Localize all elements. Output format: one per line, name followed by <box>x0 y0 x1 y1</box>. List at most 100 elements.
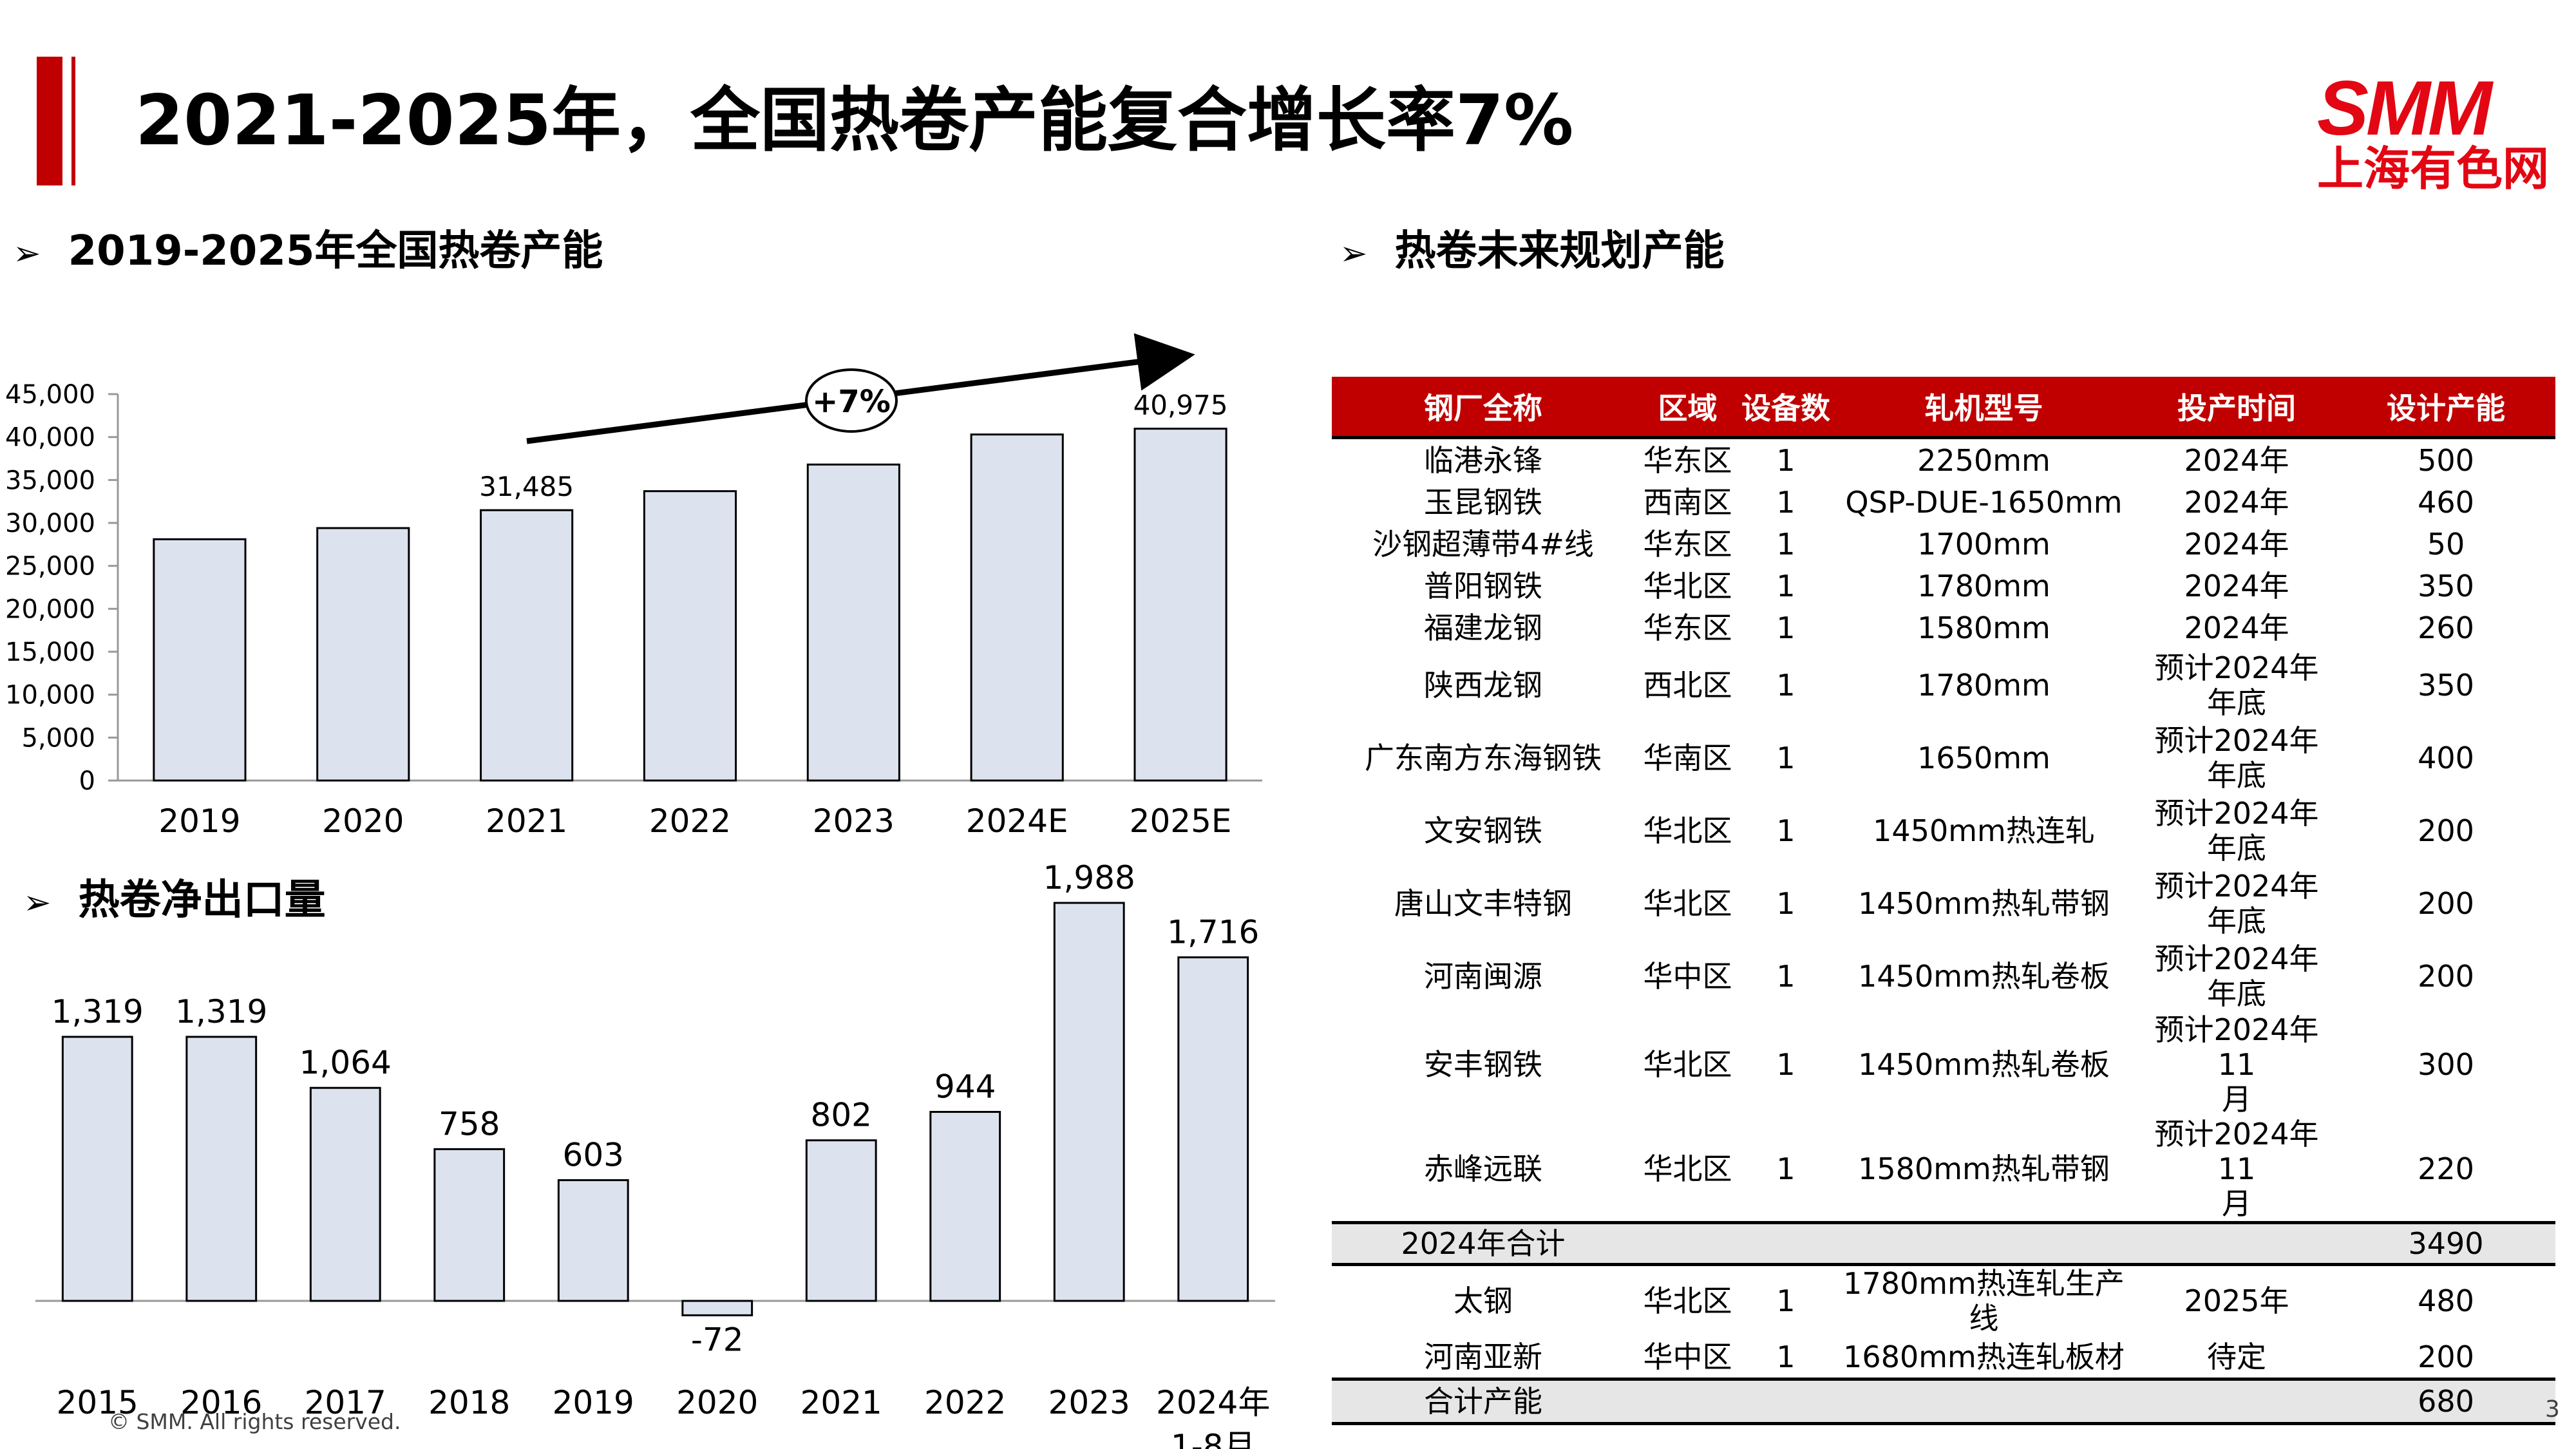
plant-name-cell: 沙钢超薄带4#线 <box>1372 526 1594 562</box>
page-number: 3 <box>2545 1396 2560 1423</box>
smm-logo-subtext: 上海有色网 <box>2317 142 2550 196</box>
total-row-spacer <box>1634 1378 2336 1425</box>
design-capacity-cell: 500 <box>2418 442 2474 478</box>
export-bar <box>1053 902 1125 1302</box>
start-time-cell: 2024年 <box>2184 568 2289 603</box>
equipment-count-cell: 1 <box>1776 667 1795 703</box>
header-plant-name: 钢厂全称 <box>1332 377 1634 439</box>
export-bar <box>557 1179 629 1302</box>
planned-heading-text: 热卷未来规划产能 <box>1394 227 1725 275</box>
region-cell: 华北区 <box>1643 813 1732 848</box>
mill-model-cell: 1700mm <box>1917 526 2050 562</box>
capacity-bar <box>970 433 1064 782</box>
page-title: 2021-2025年，全国热卷产能复合增长率7% <box>135 80 1574 161</box>
table-row: 太钢 华北区 1 1780mm热连轧生产线 2025年 480 <box>1332 1265 2555 1336</box>
capacity-x-tick-label: 2025E <box>1130 802 1232 840</box>
equipment-count-cell: 1 <box>1776 526 1795 562</box>
table-row: 沙钢超薄带4#线 华东区 1 1700mm 2024年 50 <box>1332 523 2555 565</box>
capacity-x-tick-label: 2021 <box>486 802 567 840</box>
capacity-y-tick-label: 0 <box>79 766 95 796</box>
region-cell: 华东区 <box>1643 610 1732 645</box>
region-cell: 西南区 <box>1643 484 1732 520</box>
capacity-x-tick-label: 2019 <box>158 802 240 840</box>
equipment-count-cell: 1 <box>1776 1339 1795 1374</box>
export-data-label: 802 <box>811 1097 872 1134</box>
subtotal-row-label: 2024年合计 <box>1332 1221 1634 1266</box>
plant-name-cell: 文安钢铁 <box>1424 813 1542 848</box>
plant-name-cell: 赤峰远联 <box>1424 1151 1542 1186</box>
region-cell: 华北区 <box>1643 886 1732 921</box>
region-cell: 华北区 <box>1643 1047 1732 1082</box>
design-capacity-cell: 220 <box>2418 1151 2474 1186</box>
design-capacity-cell: 350 <box>2418 568 2474 603</box>
design-capacity-cell: 480 <box>2418 1283 2474 1318</box>
export-data-label: 1,064 <box>299 1044 392 1081</box>
plant-name-cell: 太钢 <box>1454 1283 1513 1318</box>
start-time-cell: 2024年 <box>2184 484 2289 520</box>
capacity-y-tick-label: 20,000 <box>5 594 95 624</box>
equipment-count-cell: 1 <box>1776 886 1795 921</box>
mill-model-cell: 1450mm热连轧 <box>1873 813 2095 848</box>
planned-section-heading: ➢ 热卷未来规划产能 <box>1340 225 1725 279</box>
capacity-x-tick-label: 2022 <box>649 802 731 840</box>
export-data-label: 944 <box>934 1068 996 1106</box>
table-row: 广东南方东海钢铁 华南区 1 1650mm 预计2024年 年底 400 <box>1332 721 2555 794</box>
export-bar <box>681 1300 753 1316</box>
export-data-label: -72 <box>691 1321 744 1358</box>
capacity-y-tick-label: 40,000 <box>5 423 95 453</box>
table-row: 赤峰远联 华北区 1 1580mm热轧带钢 预计2024年11 月 220 <box>1332 1117 2555 1223</box>
export-data-label: 1,988 <box>1043 859 1135 896</box>
mill-model-cell: QSP-DUE-1650mm <box>1845 484 2123 520</box>
mill-model-cell: 1450mm热轧卷板 <box>1858 958 2110 994</box>
start-time-cell: 预计2024年 年底 <box>2154 941 2319 1011</box>
region-cell: 华南区 <box>1643 740 1732 775</box>
export-data-label: 758 <box>439 1105 500 1142</box>
smm-logo: SMM <box>2317 65 2492 151</box>
region-cell: 华北区 <box>1643 568 1732 603</box>
equipment-count-cell: 1 <box>1776 1151 1795 1186</box>
table-row: 安丰钢铁 华北区 1 1450mm热轧卷板 预计2024年11 月 300 <box>1332 1012 2555 1117</box>
table-row: 唐山文丰特钢 华北区 1 1450mm热轧带钢 预计2024年 年底 200 <box>1332 867 2555 940</box>
plant-name-cell: 陕西龙钢 <box>1424 667 1542 703</box>
start-time-cell: 2025年 <box>2184 1283 2289 1318</box>
mill-model-cell: 1780mm <box>1917 568 2050 603</box>
table-row: 河南闽源 华中区 1 1450mm热轧卷板 预计2024年 年底 200 <box>1332 940 2555 1012</box>
growth-rate-bubble <box>805 368 898 433</box>
capacity-y-tick-label: 5,000 <box>21 723 95 753</box>
region-cell: 华中区 <box>1643 958 1732 994</box>
capacity-y-tick-label: 45,000 <box>5 380 95 410</box>
capacity-data-label: 31,485 <box>479 471 574 502</box>
bullet-arrow-icon: ➢ <box>13 234 41 273</box>
export-data-label: 1,319 <box>175 993 267 1030</box>
design-capacity-cell: 400 <box>2418 740 2474 775</box>
export-x-tick-label: 2017 <box>305 1384 386 1421</box>
mill-model-cell: 2250mm <box>1917 442 2050 478</box>
table-row: 玉昆钢铁 西南区 1 QSP-DUE-1650mm 2024年 460 <box>1332 481 2555 523</box>
start-time-cell: 2024年 <box>2184 610 2289 645</box>
table-row: 福建龙钢 华东区 1 1580mm 2024年 260 <box>1332 607 2555 649</box>
design-capacity-cell: 200 <box>2418 886 2474 921</box>
export-x-tick-label: 2020 <box>676 1384 758 1421</box>
equipment-count-cell: 1 <box>1776 442 1795 478</box>
capacity-y-tick-label: 25,000 <box>5 552 95 582</box>
export-x-tick-label: 2021 <box>800 1384 882 1421</box>
title-accent-line <box>71 57 75 185</box>
region-cell: 华北区 <box>1643 1283 1732 1318</box>
subtotal-row: 2024年合计 3490 <box>1332 1221 2555 1266</box>
export-section-heading: ➢ 热卷净出口量 <box>23 875 326 929</box>
design-capacity-cell: 460 <box>2418 484 2474 520</box>
copyright-footer: © SMM. All rights reserved. <box>108 1409 401 1434</box>
region-cell: 西北区 <box>1643 667 1732 703</box>
export-data-label: 603 <box>563 1137 624 1174</box>
design-capacity-cell: 260 <box>2418 610 2474 645</box>
export-x-tick-label: 2019 <box>553 1384 634 1421</box>
design-capacity-cell: 200 <box>2418 958 2474 994</box>
capacity-bar <box>153 538 247 782</box>
design-capacity-cell: 350 <box>2418 667 2474 703</box>
header-region: 区域 <box>1634 377 1741 439</box>
plant-name-cell: 临港永锋 <box>1424 442 1542 478</box>
table-row: 临港永锋 华东区 1 2250mm 2024年 500 <box>1332 438 2555 482</box>
export-bar <box>433 1148 506 1302</box>
mill-model-cell: 1450mm热轧卷板 <box>1858 1047 2110 1082</box>
capacity-bar <box>316 527 410 782</box>
